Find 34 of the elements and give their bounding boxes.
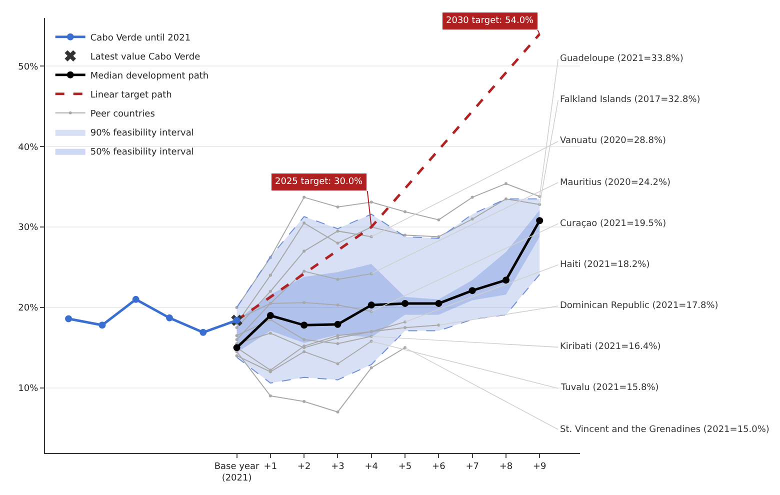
- annotation: Kiribati (2021=16.4%): [560, 342, 661, 352]
- x-tick-label: +5: [398, 462, 412, 472]
- legend-label: Cabo Verde until 2021: [90, 33, 191, 44]
- annotation: 2025 target: 30.0%: [275, 177, 364, 187]
- legend-label: Latest value Cabo Verde: [90, 52, 201, 62]
- annotation: Mauritius (2020=24.2%): [560, 178, 671, 188]
- y-tick-label: 50%: [18, 62, 39, 72]
- x-tick-label: +1: [264, 462, 278, 472]
- y-tick-label: 20%: [18, 304, 39, 314]
- x-tick-label: +4: [364, 462, 378, 472]
- x-tick-label: +2: [297, 462, 311, 472]
- annotation: Vanuatu (2020=28.8%): [560, 136, 666, 146]
- annotation: St. Vincent and the Grenadines (2021=15.0%): [560, 425, 770, 435]
- annotation: Curaçao (2021=19.5%): [560, 219, 666, 229]
- x-tick-label: +7: [466, 462, 479, 472]
- legend-label: Median development path: [90, 71, 209, 82]
- annotation: Guadeloupe (2021=33.8%): [560, 54, 684, 64]
- x-tick-label: Base year (2021): [214, 462, 260, 484]
- x-tick-label: +9: [532, 462, 547, 472]
- legend-label: 50% feasibility interval: [90, 147, 194, 158]
- x-tick-label: +6: [432, 462, 446, 472]
- legend-label: Peer countries: [90, 109, 156, 120]
- x-tick-label: +3: [331, 462, 344, 472]
- annotation: Haiti (2021=18.2%): [560, 260, 650, 270]
- y-tick-label: 30%: [18, 223, 39, 234]
- annotation: Dominican Republic (2021=17.8%): [560, 301, 718, 311]
- legend-label: 90% feasibility interval: [90, 128, 194, 138]
- y-tick-label: 10%: [18, 384, 39, 394]
- legend-label: Linear target path: [90, 90, 172, 100]
- annotation: 2030 target: 54.0%: [446, 16, 534, 26]
- annotation: Falkland Islands (2017=32.8%): [560, 95, 700, 105]
- x-tick-label: +8: [499, 462, 513, 472]
- y-tick-label: 40%: [18, 142, 39, 153]
- annotation: Tuvalu (2021=15.8%): [560, 383, 659, 393]
